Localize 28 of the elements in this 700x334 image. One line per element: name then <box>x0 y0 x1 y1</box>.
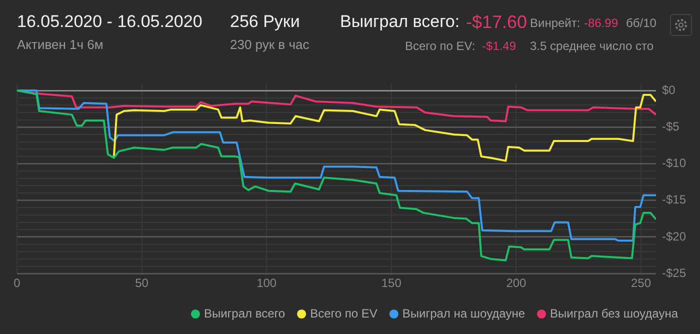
legend-label: Выиграл всего <box>204 306 286 320</box>
x-tick-label: 200 <box>506 276 527 290</box>
legend-label: Всего по EV <box>310 306 378 320</box>
text: Выиграл всего: <box>340 12 460 32</box>
x-tick-label: 250 <box>630 276 652 290</box>
legend-label: Выиграл на шоудауне <box>402 306 526 320</box>
y-tick-label: -$20 <box>662 229 686 244</box>
x-tick-label: 100 <box>256 276 277 290</box>
y-tick-label: -$25 <box>662 266 686 280</box>
text: Винрейт: <box>530 16 580 30</box>
y-tick-label: $0 <box>662 82 676 97</box>
x-tick-label: 150 <box>381 276 402 290</box>
x-tick-label: 50 <box>135 276 149 290</box>
text: 3.5 среднее число сто <box>530 39 654 53</box>
y-tick-label: -$15 <box>662 192 686 207</box>
text: Всего по EV: <box>405 39 476 53</box>
text: -$1.49 <box>482 39 516 53</box>
chart-title: 16.05.2020 - 16.05.2020 <box>17 12 202 32</box>
y-tick-label: -$10 <box>662 156 686 170</box>
text: 230 рук в час <box>230 37 310 52</box>
legend-label: Выиграл без шоудауна <box>550 306 678 320</box>
y-tick-label: -$5 <box>662 119 680 134</box>
text: -$17.60 <box>466 12 528 33</box>
text: 256 Руки <box>230 12 300 32</box>
x-tick-label: 0 <box>14 276 21 290</box>
text: бб/10 <box>626 16 656 30</box>
chart-subtitle: Активен 1ч 6м <box>17 37 104 52</box>
text: -86.99 <box>584 16 618 30</box>
